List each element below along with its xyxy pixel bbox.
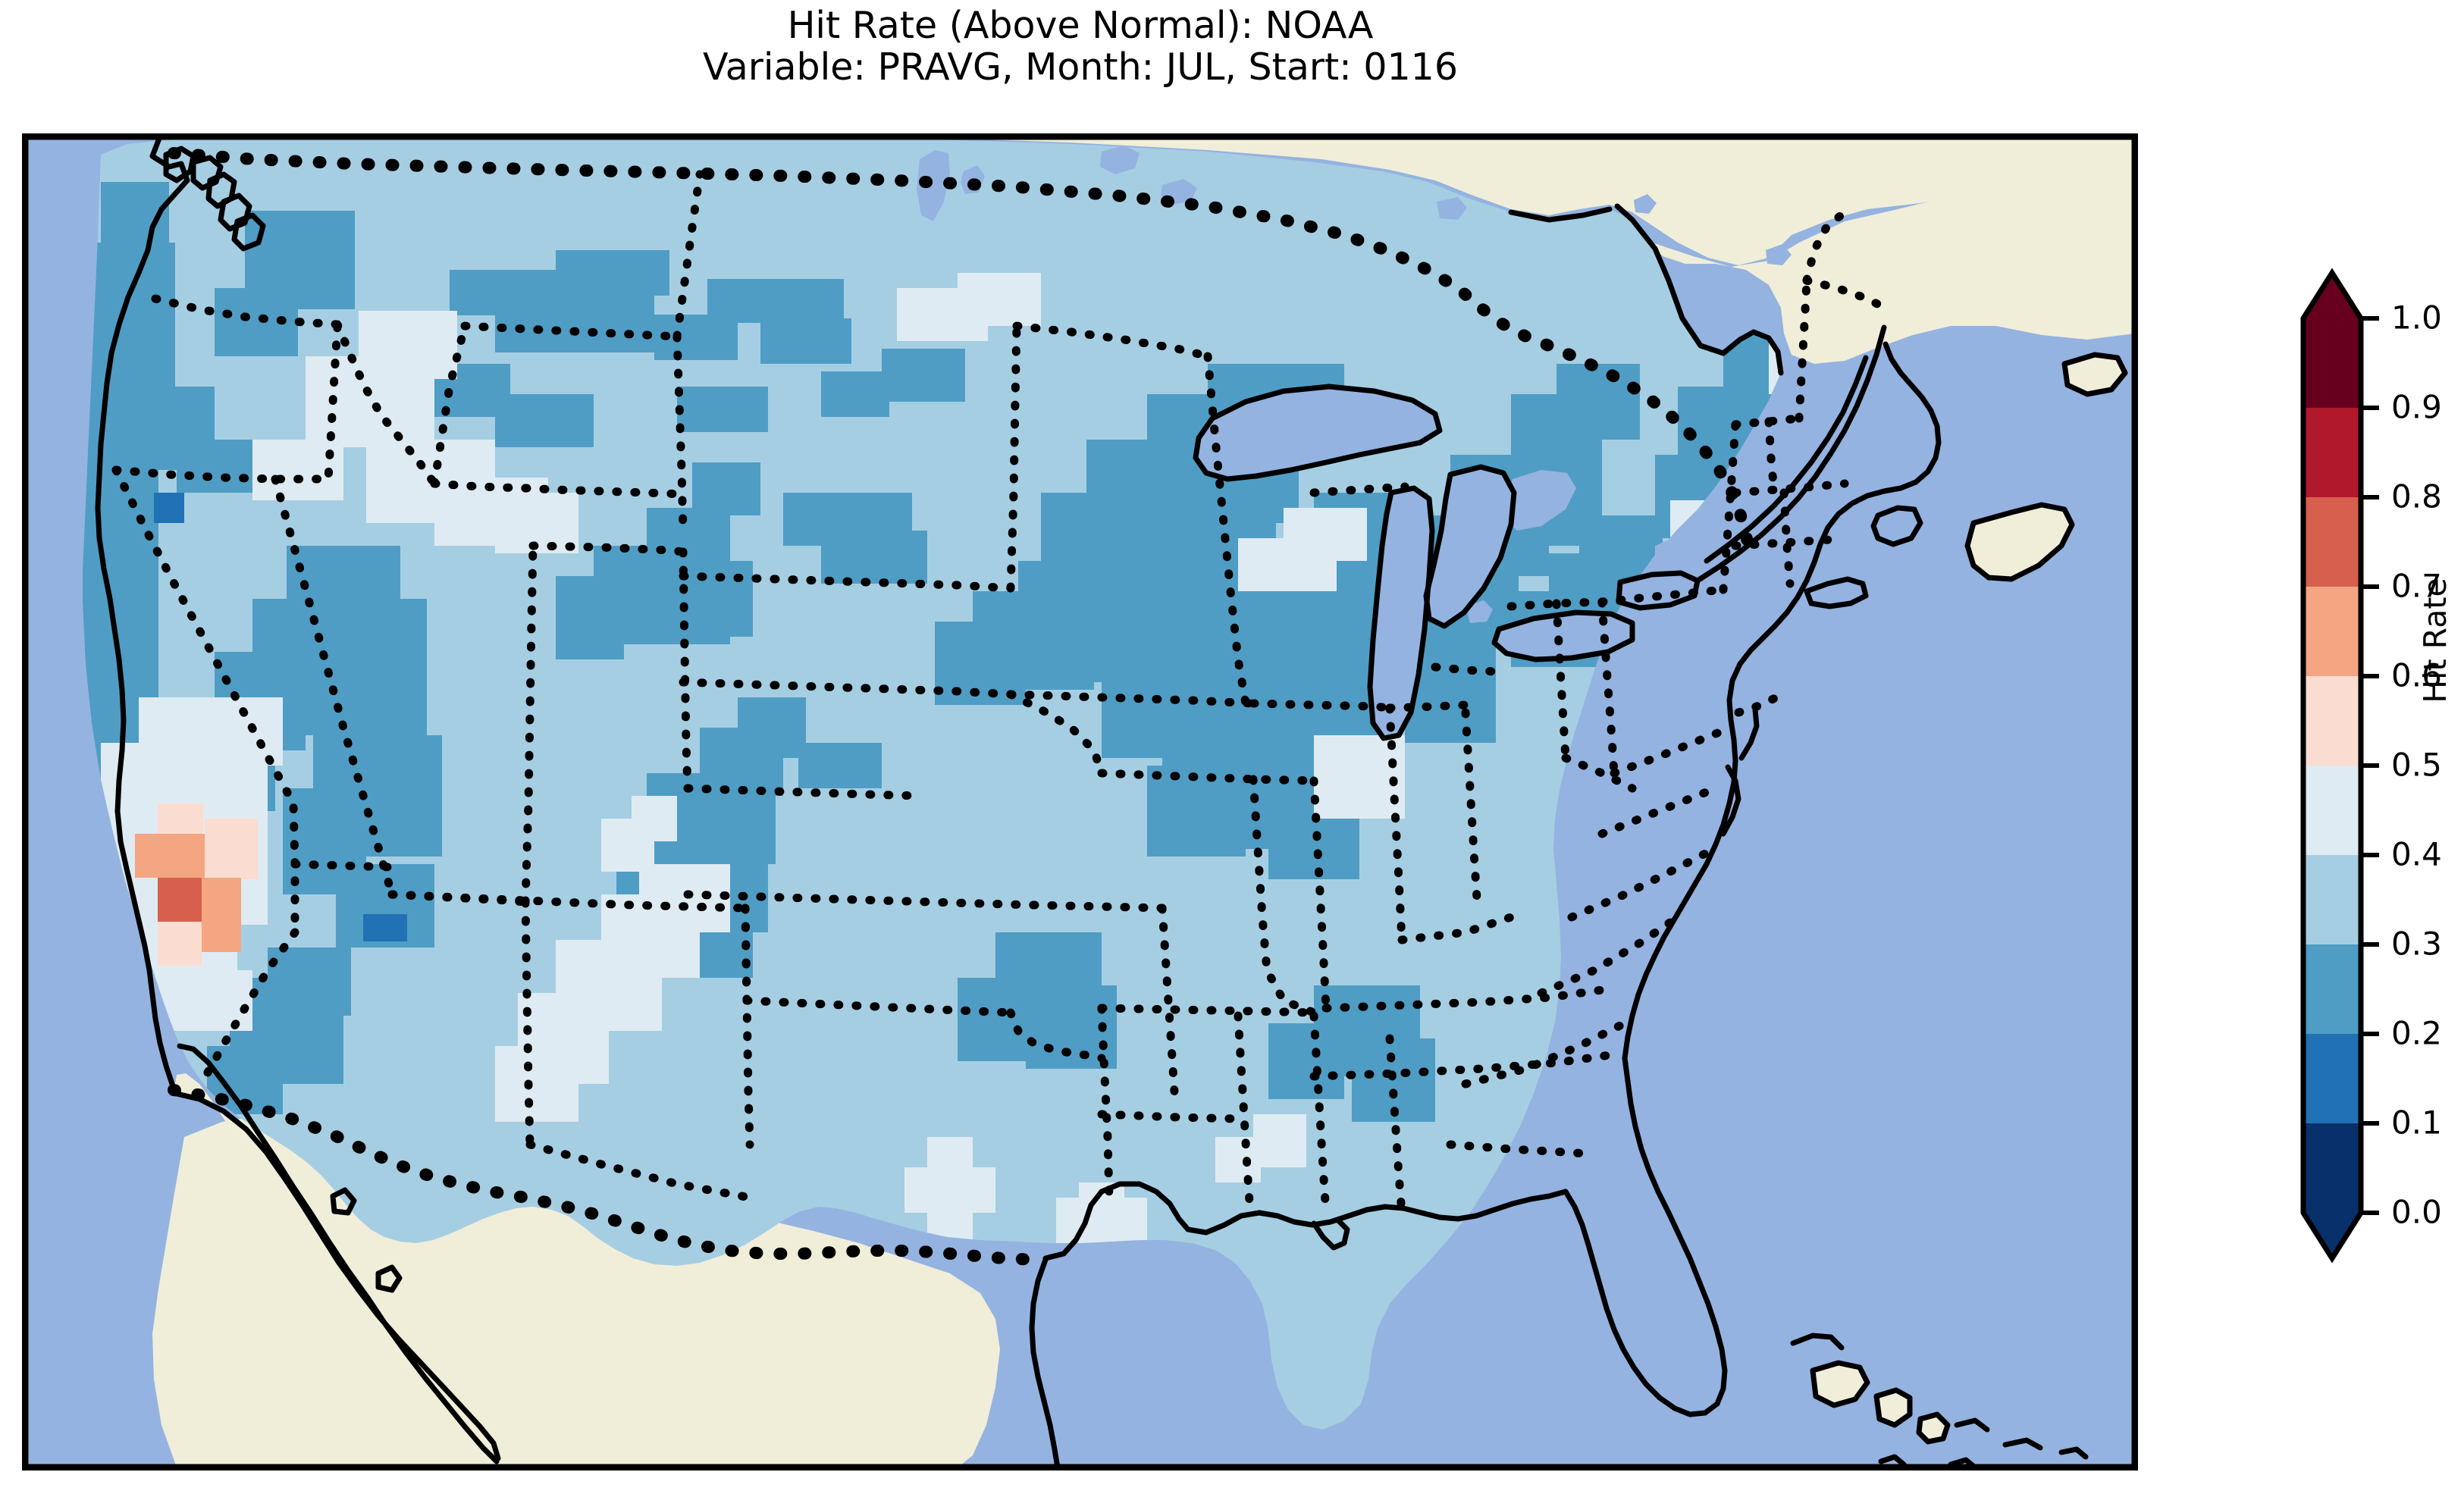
colorbar-segment	[2303, 408, 2361, 498]
colorbar-tick-label: 0.1	[2391, 1104, 2442, 1142]
map-axes	[22, 133, 2138, 1471]
colorbar-tick-label: 1.0	[2391, 299, 2442, 337]
colorbar-title: Hit Rate	[2417, 578, 2453, 703]
colorbar-tick-label: 0.9	[2391, 389, 2442, 426]
colorbar-segment	[2303, 944, 2361, 1035]
colorbar-segment	[2303, 587, 2361, 677]
colorbar-tick-label: 0.8	[2391, 478, 2442, 515]
colorbar-segment	[2303, 1123, 2361, 1214]
colorbar-segment	[2303, 497, 2361, 587]
colorbar-tick-label: 0.5	[2391, 747, 2442, 784]
colorbar-segment	[2303, 766, 2361, 856]
colorbar-svg[interactable]: 1.0 0.9 0.8 0.7 0.6 0.5 0.4 0.3 0.2 0.1 0.0	[2290, 227, 2464, 1319]
colorbar-segment	[2303, 318, 2361, 409]
colorbar-extend-top	[2303, 273, 2361, 318]
colorbar-tick-label: 0.2	[2391, 1015, 2442, 1052]
great-lakes	[917, 146, 2102, 738]
colorbar-tick-label: 0.6	[2391, 657, 2442, 694]
colorbar-tick-label: 0.0	[2391, 1194, 2442, 1231]
warm-anomaly-california	[116, 803, 258, 1069]
state-borders	[111, 170, 1895, 1217]
colorbar[interactable]: 1.0 0.9 0.8 0.7 0.6 0.5 0.4 0.3 0.2 0.1 0.0 Hit Ra…	[2290, 227, 2464, 1319]
title-line-1: Hit Rate (Above Normal): NOAA	[787, 4, 1374, 47]
colorbar-segment	[2303, 1034, 2361, 1124]
map-plot	[25, 136, 2135, 1467]
figure-title: Hit Rate (Above Normal): NOAA Variable: …	[0, 5, 2161, 89]
national-borders	[168, 147, 1755, 1266]
colorbar-tick-label: 0.3	[2391, 926, 2442, 963]
colorbar-extend-bottom	[2303, 1213, 2361, 1258]
map-frame	[25, 136, 2135, 1467]
colorbar-tick-label: 0.4	[2391, 836, 2442, 873]
colorbar-tick-label: 0.7	[2391, 568, 2442, 605]
colorbar-segment	[2303, 855, 2361, 945]
colorbar-segment	[2303, 676, 2361, 766]
title-line-2: Variable: PRAVG, Month: JUL, Start: 0116	[702, 45, 1459, 89]
